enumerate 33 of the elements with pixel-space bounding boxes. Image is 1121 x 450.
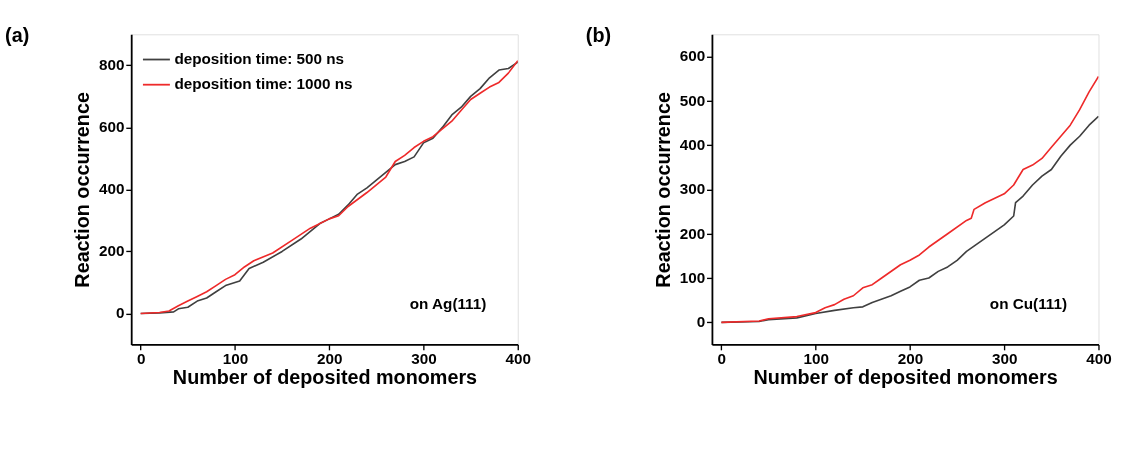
x-tick-label: 400 bbox=[1086, 349, 1112, 367]
line-series bbox=[720, 75, 1099, 324]
chart-title: (b) bbox=[585, 24, 612, 47]
y-tick-label: 600 bbox=[99, 118, 125, 136]
y-axis-title: Reaction occurrence bbox=[71, 92, 94, 288]
y-tick-label: 300 bbox=[679, 180, 706, 198]
legend-label: deposition time: 1000 ns bbox=[174, 75, 353, 93]
y-tick-label: 0 bbox=[116, 304, 125, 322]
legend-label: deposition time: 500 ns bbox=[174, 50, 345, 68]
y-tick-label: 400 bbox=[99, 180, 125, 198]
x-tick-label: 200 bbox=[316, 349, 343, 367]
y-tick-label: 400 bbox=[679, 136, 706, 154]
y-tick-label: 600 bbox=[679, 47, 706, 65]
x-tick-label: 100 bbox=[803, 349, 829, 367]
x-tick-label: 200 bbox=[897, 349, 924, 367]
annotation: on Cu(111) bbox=[989, 294, 1068, 312]
y-tick-label: 0 bbox=[696, 313, 706, 331]
y-tick-label: 800 bbox=[99, 56, 125, 74]
chart-title: (a) bbox=[5, 24, 30, 47]
y-tick-label: 200 bbox=[679, 224, 706, 242]
y-tick-label: 100 bbox=[679, 268, 706, 286]
x-tick-label: 300 bbox=[991, 349, 1018, 367]
y-axis-title: Reaction occurrence bbox=[651, 92, 674, 288]
y-tick-label: 200 bbox=[99, 242, 125, 260]
x-axis-title: Number of deposited monomers bbox=[172, 365, 478, 388]
y-tick-label: 500 bbox=[679, 91, 706, 109]
annotation: on Ag(111) bbox=[409, 294, 487, 312]
x-tick-label: 400 bbox=[505, 349, 531, 367]
x-tick-label: 300 bbox=[411, 349, 437, 367]
x-tick-label: 100 bbox=[222, 349, 249, 367]
x-tick-label: 0 bbox=[136, 349, 146, 367]
x-axis-title: Number of deposited monomers bbox=[753, 365, 1058, 388]
x-tick-label: 0 bbox=[717, 349, 727, 367]
